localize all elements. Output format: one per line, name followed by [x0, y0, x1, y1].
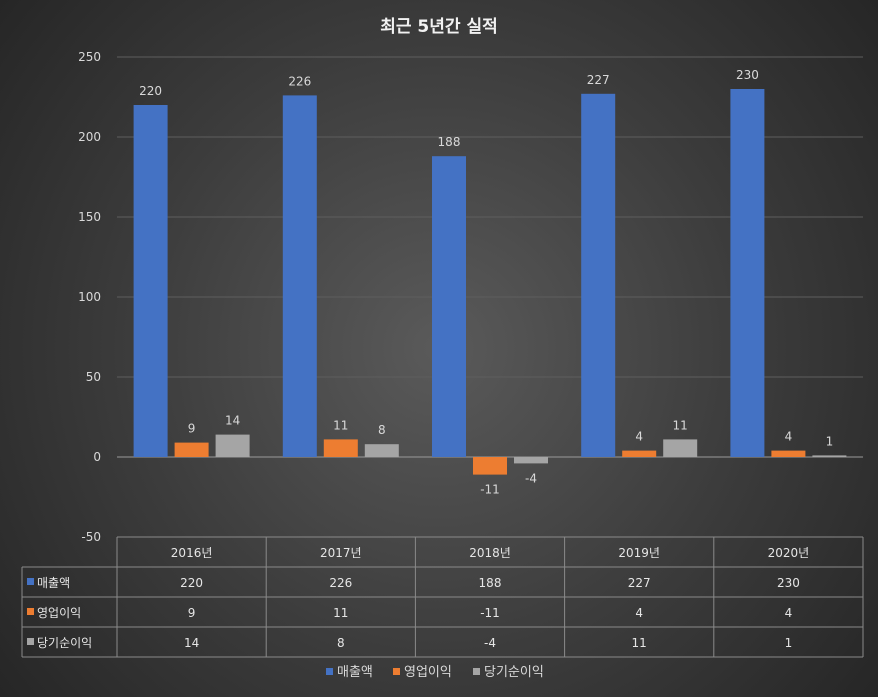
bar-2-3 [473, 457, 507, 475]
data-label: 9 [188, 422, 196, 436]
y-tick-label: 100 [78, 290, 101, 304]
data-labels: 220 9 14 226 11 8 188 -11 -4 227 4 11 230 4 1 [139, 68, 833, 497]
bar-2-2 [323, 439, 358, 457]
table-row-label: 매출액 [37, 576, 70, 590]
table-cell: 1 [785, 636, 793, 650]
bar-1-2 [282, 95, 317, 458]
bar-3-1 [215, 434, 250, 457]
y-tick-label: -50 [81, 530, 101, 544]
table-row-label: 영업이익 [37, 606, 81, 620]
data-label: 188 [438, 135, 461, 149]
legend-swatch [473, 668, 480, 675]
table-cell: 11 [632, 636, 647, 650]
y-axis-ticks: 250 200 150 100 50 0 -50 [78, 50, 101, 544]
bar-1-1 [133, 105, 168, 457]
bar-1-3 [432, 156, 466, 457]
y-tick-label: 250 [78, 50, 101, 64]
data-label: 14 [225, 414, 240, 428]
table-cell: 188 [479, 576, 502, 590]
table-cell: 226 [329, 576, 352, 590]
legend: 매출액 영업이익 당기순이익 [326, 665, 544, 680]
table-cell: 11 [333, 606, 348, 620]
legend-label: 당기순이익 [484, 665, 544, 680]
bar-1-5 [730, 89, 765, 457]
legend-label: 영업이익 [404, 665, 452, 680]
table-legend-key [27, 638, 34, 645]
y-tick-label: 50 [86, 370, 101, 384]
table-header-cell: 2018년 [469, 546, 511, 560]
table-legend-key [27, 578, 34, 585]
table-cell: 9 [188, 606, 196, 620]
bar-3-2 [364, 444, 399, 457]
data-label: 4 [635, 430, 643, 444]
table-cell: 220 [180, 576, 203, 590]
data-label: 8 [378, 423, 386, 437]
y-tick-label: 0 [93, 450, 101, 464]
chart-title: 최근 5년간 실적 [380, 17, 498, 37]
legend-swatch [393, 668, 400, 675]
data-label: 4 [785, 430, 793, 444]
data-label: 1 [826, 434, 834, 448]
data-label: -4 [525, 471, 537, 485]
data-label: 226 [288, 74, 311, 88]
table-cell: -11 [480, 606, 500, 620]
table-cell: 230 [777, 576, 800, 590]
table-cell: 227 [628, 576, 651, 590]
bar-3-4 [663, 439, 698, 457]
table-cell: 4 [785, 606, 793, 620]
bar-1-4 [581, 93, 616, 458]
table-cell: 4 [635, 606, 643, 620]
bars [133, 89, 847, 475]
bar-2-5 [771, 450, 806, 457]
bar-3-5 [812, 455, 847, 457]
data-label: 227 [587, 73, 610, 87]
y-tick-label: 200 [78, 130, 101, 144]
data-label: 11 [673, 418, 688, 432]
table-header-cell: 2019년 [618, 546, 660, 560]
legend-label: 매출액 [337, 665, 373, 680]
data-label: -11 [480, 483, 500, 497]
data-label: 230 [736, 68, 759, 82]
table-cell: -4 [484, 636, 496, 650]
bar-3-3 [514, 457, 548, 464]
data-label: 220 [139, 84, 162, 98]
table-header-cell: 2020년 [768, 546, 810, 560]
table-cell: 14 [184, 636, 199, 650]
table-cell: 8 [337, 636, 345, 650]
table-header-cell: 2016년 [171, 546, 213, 560]
y-tick-label: 150 [78, 210, 101, 224]
data-label: 11 [333, 418, 348, 432]
bar-2-1 [174, 442, 209, 457]
table-row-label: 당기순이익 [37, 636, 92, 650]
bar-2-4 [622, 450, 657, 457]
table-legend-key [27, 608, 34, 615]
table-header-cell: 2017년 [320, 546, 362, 560]
legend-swatch [326, 668, 333, 675]
